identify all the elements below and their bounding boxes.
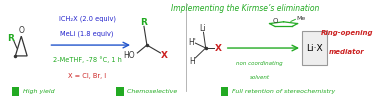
FancyBboxPatch shape	[12, 87, 19, 96]
Text: Me: Me	[296, 16, 305, 21]
Text: mediator: mediator	[329, 49, 365, 55]
Text: O: O	[18, 26, 24, 35]
Text: Full retention of stereochemistry: Full retention of stereochemistry	[230, 89, 335, 94]
Text: X: X	[161, 51, 168, 60]
Text: Li: Li	[200, 24, 206, 33]
FancyBboxPatch shape	[221, 87, 228, 96]
Text: Li·X: Li·X	[306, 44, 323, 52]
Text: solvent: solvent	[250, 75, 270, 80]
Text: HO: HO	[123, 51, 135, 60]
Text: ICH₂X (2.0 equiv): ICH₂X (2.0 equiv)	[59, 15, 116, 22]
Text: MeLi (1.8 equiv): MeLi (1.8 equiv)	[60, 31, 114, 38]
Text: X: X	[215, 44, 222, 52]
Text: Ring-opening: Ring-opening	[321, 30, 373, 36]
Text: H: H	[190, 57, 195, 66]
Text: R: R	[141, 18, 147, 27]
Text: O: O	[273, 18, 278, 24]
Text: 2-MeTHF, -78 °C, 1 h: 2-MeTHF, -78 °C, 1 h	[53, 56, 121, 63]
Text: Implementing the Kirmse’s elimination: Implementing the Kirmse’s elimination	[171, 4, 319, 13]
Text: non coordinating: non coordinating	[236, 61, 283, 66]
Text: R: R	[8, 34, 14, 43]
Text: H': H'	[188, 38, 196, 47]
FancyBboxPatch shape	[116, 87, 124, 96]
FancyBboxPatch shape	[302, 31, 327, 65]
Text: High yield: High yield	[20, 89, 54, 94]
Text: Chemoselective: Chemoselective	[125, 89, 178, 94]
Text: X = Cl, Br, I: X = Cl, Br, I	[68, 73, 106, 79]
